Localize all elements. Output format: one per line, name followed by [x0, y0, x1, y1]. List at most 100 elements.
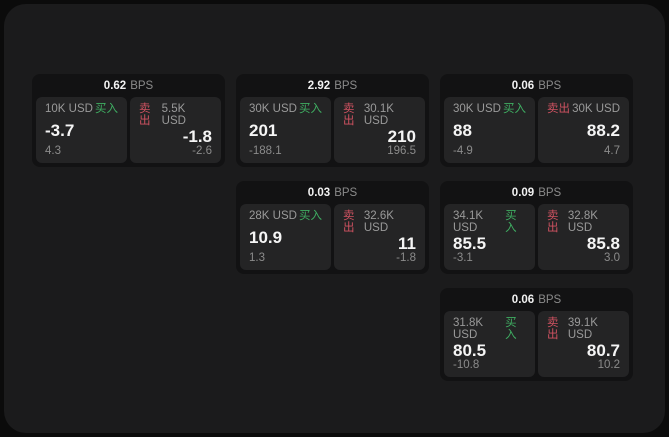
buy-pane-top: 30K USD 买入: [249, 103, 322, 116]
buy-delta: -188.1: [249, 144, 282, 157]
bps-unit: BPS: [538, 79, 562, 92]
quote-card: 0.62 BPS 10K USD 买入 -3.7 4.3 卖出 5.5K USD…: [32, 74, 225, 167]
sell-pane-top: 卖出 30K USD: [547, 103, 620, 116]
sell-pane[interactable]: 卖出 30K USD 88.2 4.7: [538, 97, 629, 163]
buy-amount: 34.1K USD: [453, 210, 484, 234]
bps-header: 0.09 BPS: [440, 181, 633, 204]
sell-price: 88.2: [586, 121, 620, 140]
buy-amount: 31.8K USD: [453, 317, 484, 341]
bps-value: 0.06: [511, 79, 535, 92]
sell-amount: 30.1K USD: [363, 103, 394, 127]
bps-header: 0.06 BPS: [440, 74, 633, 97]
sell-price: 85.8: [586, 233, 620, 253]
bps-value: 2.92: [307, 79, 331, 92]
sell-pane[interactable]: 卖出 39.1K USD 80.7 10.2: [538, 311, 629, 377]
sell-delta: 10.2: [597, 358, 620, 371]
bps-value: 0.03: [307, 186, 331, 199]
quote-body: 10K USD 买入 -3.7 4.3 卖出 5.5K USD -1.8 -2.…: [32, 97, 225, 167]
buy-amount: 30K USD: [249, 103, 297, 115]
buy-delta: 1.3: [249, 251, 265, 264]
bps-header: 0.62 BPS: [32, 74, 225, 97]
buy-price: -3.7: [45, 121, 75, 140]
buy-pane[interactable]: 30K USD 买入 88 -4.9: [444, 97, 535, 163]
bps-unit: BPS: [334, 79, 358, 92]
sell-tag: 卖出: [547, 210, 559, 234]
bps-value: 0.09: [511, 186, 535, 199]
buy-delta: -10.8: [453, 358, 480, 371]
bps-unit: BPS: [538, 186, 562, 199]
buy-pane-top: 30K USD 买入: [453, 103, 526, 116]
bps-unit: BPS: [334, 186, 358, 199]
buy-pane[interactable]: 28K USD 买入 10.9 1.3: [240, 204, 331, 270]
quote-card: 2.92 BPS 30K USD 买入 201 -188.1 卖出 30.1K …: [236, 74, 429, 167]
buy-delta: -4.9: [453, 144, 473, 157]
bps-value: 0.62: [103, 79, 127, 92]
buy-delta: -3.1: [453, 251, 473, 264]
sell-price: 11: [398, 233, 416, 253]
buy-pane[interactable]: 31.8K USD 买入 80.5 -10.8: [444, 311, 535, 377]
sell-tag: 卖出: [139, 103, 151, 127]
sell-price: -1.8: [182, 126, 212, 146]
buy-amount: 30K USD: [453, 103, 501, 115]
sell-pane[interactable]: 卖出 30.1K USD 210 196.5: [334, 97, 425, 163]
quote-body: 30K USD 买入 201 -188.1 卖出 30.1K USD 210 1…: [236, 97, 429, 167]
buy-tag: 买入: [299, 103, 322, 115]
buy-pane-top: 10K USD 买入: [45, 103, 118, 116]
bps-unit: BPS: [130, 79, 154, 92]
sell-tag: 卖出: [343, 103, 355, 127]
buy-tag: 买入: [503, 103, 526, 115]
quote-card: 0.09 BPS 34.1K USD 买入 85.5 -3.1 卖出 32.8K…: [440, 181, 633, 274]
sell-pane-top: 卖出 32.8K USD: [547, 210, 620, 234]
quote-card: 0.03 BPS 28K USD 买入 10.9 1.3 卖出 32.6K US…: [236, 181, 429, 274]
buy-price: 201: [249, 121, 278, 140]
sell-delta: 3.0: [604, 251, 620, 264]
sell-delta: -1.8: [396, 251, 416, 264]
quote-body: 31.8K USD 买入 80.5 -10.8 卖出 39.1K USD 80.…: [440, 311, 633, 381]
buy-tag: 买入: [95, 103, 118, 115]
buy-pane-top: 31.8K USD 买入: [453, 317, 526, 341]
buy-pane[interactable]: 10K USD 买入 -3.7 4.3: [36, 97, 127, 163]
sell-tag: 卖出: [343, 210, 355, 234]
buy-delta: 4.3: [45, 144, 61, 157]
buy-price: 88: [453, 121, 472, 140]
sell-amount: 39.1K USD: [567, 317, 598, 341]
bps-header: 0.03 BPS: [236, 181, 429, 204]
sell-pane[interactable]: 卖出 5.5K USD -1.8 -2.6: [130, 97, 221, 163]
quote-card: 0.06 BPS 30K USD 买入 88 -4.9 卖出 30K USD 8…: [440, 74, 633, 167]
buy-amount: 10K USD: [45, 103, 93, 115]
sell-price: 80.7: [586, 340, 620, 360]
sell-pane[interactable]: 卖出 32.8K USD 85.8 3.0: [538, 204, 629, 270]
buy-pane[interactable]: 34.1K USD 买入 85.5 -3.1: [444, 204, 535, 270]
quote-body: 28K USD 买入 10.9 1.3 卖出 32.6K USD 11 -1.8: [236, 204, 429, 274]
sell-pane-top: 卖出 30.1K USD: [343, 103, 416, 127]
bps-header: 0.06 BPS: [440, 288, 633, 311]
sell-tag: 卖出: [547, 103, 570, 115]
buy-amount: 28K USD: [249, 210, 297, 222]
sell-pane[interactable]: 卖出 32.6K USD 11 -1.8: [334, 204, 425, 270]
buy-price: 85.5: [453, 233, 487, 253]
bps-unit: BPS: [538, 293, 562, 306]
buy-price: 80.5: [453, 340, 487, 360]
buy-tag: 买入: [299, 210, 322, 222]
buy-tag: 买入: [505, 210, 517, 234]
buy-pane-top: 28K USD 买入: [249, 210, 322, 223]
buy-pane[interactable]: 30K USD 买入 201 -188.1: [240, 97, 331, 163]
sell-delta: -2.6: [192, 144, 212, 157]
sell-delta: 4.7: [604, 144, 620, 157]
bps-value: 0.06: [511, 293, 535, 306]
sell-pane-top: 卖出 39.1K USD: [547, 317, 620, 341]
sell-amount: 30K USD: [572, 103, 620, 115]
quote-body: 34.1K USD 买入 85.5 -3.1 卖出 32.8K USD 85.8…: [440, 204, 633, 274]
sell-amount: 32.8K USD: [567, 210, 598, 234]
sell-delta: 196.5: [387, 144, 416, 157]
quote-card: 0.06 BPS 31.8K USD 买入 80.5 -10.8 卖出 39.1…: [440, 288, 633, 381]
sell-price: 210: [387, 126, 416, 146]
buy-price: 10.9: [249, 228, 283, 247]
sell-pane-top: 卖出 32.6K USD: [343, 210, 416, 234]
bps-header: 2.92 BPS: [236, 74, 429, 97]
buy-tag: 买入: [505, 317, 517, 341]
sell-tag: 卖出: [547, 317, 559, 341]
sell-amount: 5.5K USD: [161, 103, 186, 127]
quote-body: 30K USD 买入 88 -4.9 卖出 30K USD 88.2 4.7: [440, 97, 633, 167]
